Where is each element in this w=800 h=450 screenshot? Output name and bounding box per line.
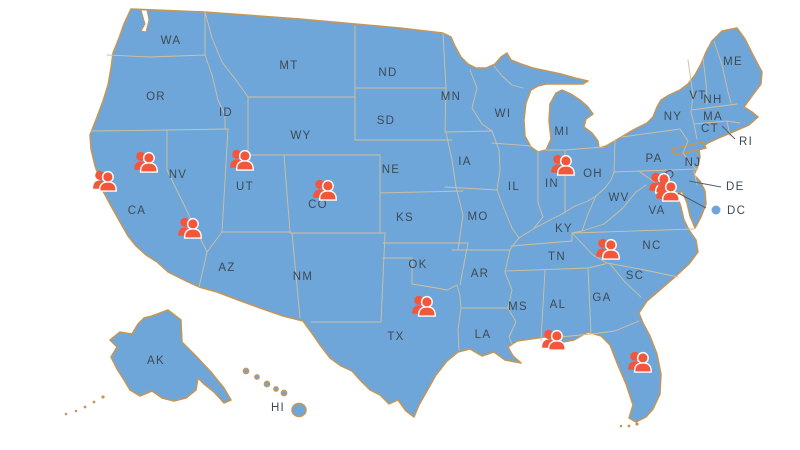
callout-label-dc: DC: [727, 205, 746, 217]
state-label-ny: NY: [664, 111, 683, 123]
alaska-shape: [109, 309, 232, 404]
state-label-va: VA: [648, 205, 665, 217]
state-labels-group: WA OR CA ID NV UT AZ MT WY CO NM ND SD NE KS OK TX MN IA MO…: [128, 35, 743, 414]
state-label-ga: GA: [592, 292, 611, 304]
callout-line-dc: [677, 192, 707, 209]
state-label-az: AZ: [218, 262, 235, 274]
state-label-wv: WV: [608, 192, 629, 204]
state-label-co: CO: [308, 199, 328, 211]
state-label-mo: MO: [467, 211, 488, 223]
state-label-ks: KS: [396, 212, 414, 224]
landmass: [64, 8, 763, 428]
florida-keys: [619, 422, 639, 428]
state-label-ct: CT: [701, 123, 719, 135]
state-label-oh: OH: [583, 168, 603, 180]
puget-sound-inlet: [140, 9, 150, 33]
state-label-ne: NE: [382, 164, 401, 176]
state-label-sd: SD: [377, 115, 396, 127]
state-label-hi: HI: [271, 402, 285, 414]
state-label-al: AL: [550, 299, 567, 311]
state-label-nv: NV: [169, 169, 188, 181]
state-label-in: IN: [545, 178, 559, 190]
state-label-wy: WY: [290, 130, 311, 142]
dc-dot: [711, 205, 721, 215]
state-label-nc: NC: [642, 240, 661, 252]
state-label-ut: UT: [236, 181, 254, 193]
callouts-group: RI DE DC: [677, 125, 753, 217]
state-label-pa: PA: [645, 153, 662, 165]
state-label-ar: AR: [471, 268, 490, 280]
state-label-mi: MI: [554, 126, 569, 138]
state-label-ms: MS: [508, 301, 528, 313]
state-label-nj: NJ: [685, 157, 702, 169]
aleutian-islands: [64, 395, 105, 416]
callout-line-de: [688, 180, 722, 188]
long-island-shape: [671, 141, 707, 156]
state-label-ia: IA: [458, 156, 471, 168]
state-label-la: LA: [475, 329, 492, 341]
state-label-me: ME: [723, 56, 743, 68]
state-label-nm: NM: [293, 271, 314, 283]
state-label-ok: OK: [408, 259, 427, 271]
state-label-wi: WI: [495, 108, 512, 120]
state-label-nd: ND: [378, 67, 397, 79]
callout-line-ri: [721, 125, 736, 140]
state-label-ma: MA: [703, 111, 723, 123]
state-label-ca: CA: [128, 205, 147, 217]
state-label-ak: AK: [147, 355, 165, 367]
callout-label-ri: RI: [739, 136, 753, 148]
state-label-wa: WA: [161, 35, 182, 47]
hawaii-islands: [242, 367, 307, 418]
state-label-ky: KY: [555, 223, 573, 235]
state-label-tx: TX: [387, 331, 404, 343]
state-label-mt: MT: [279, 60, 298, 72]
state-label-mn: MN: [441, 91, 462, 103]
state-label-or: OR: [146, 91, 166, 103]
state-label-vt: VT: [689, 90, 706, 102]
state-label-il: IL: [508, 181, 520, 193]
state-label-nh: NH: [703, 94, 722, 106]
continental-us-shape: [89, 8, 763, 423]
callout-label-de: DE: [726, 181, 745, 193]
state-label-id: ID: [219, 107, 233, 119]
state-label-sc: SC: [626, 270, 645, 282]
state-label-tn: TN: [548, 251, 566, 263]
